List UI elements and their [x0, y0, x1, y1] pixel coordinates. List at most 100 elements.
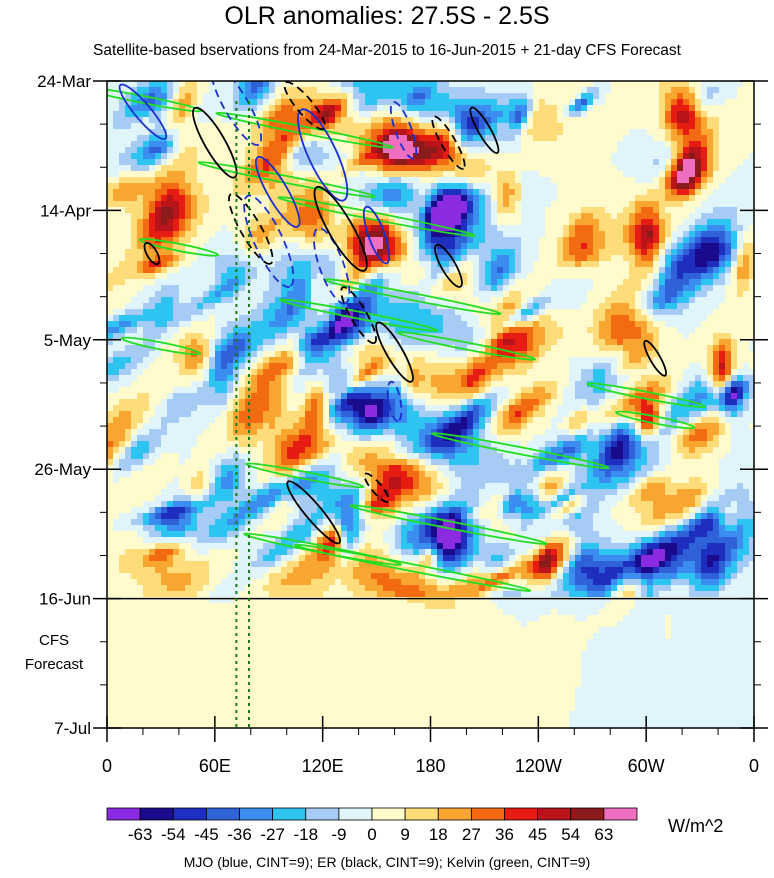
- field-cell: [413, 249, 420, 256]
- field-cell: [143, 129, 150, 136]
- field-cell: [293, 249, 300, 256]
- field-cell: [461, 135, 468, 142]
- field-cell: [509, 105, 516, 112]
- field-cell: [707, 171, 714, 178]
- field-cell: [551, 183, 558, 190]
- field-cell: [185, 189, 192, 196]
- field-cell: [581, 261, 588, 268]
- field-cell: [359, 285, 366, 292]
- field-cell: [347, 117, 354, 124]
- field-cell: [521, 135, 528, 142]
- field-cell: [473, 339, 480, 346]
- field-cell: [665, 129, 672, 136]
- field-cell: [179, 345, 186, 352]
- field-cell: [623, 117, 630, 124]
- field-cell: [377, 207, 384, 214]
- field-cell: [203, 189, 210, 196]
- field-cell: [545, 159, 552, 166]
- field-cell: [563, 261, 570, 268]
- field-cell: [653, 93, 660, 100]
- field-cell: [515, 117, 522, 124]
- field-cell: [599, 171, 606, 178]
- field-cell: [665, 291, 672, 298]
- field-cell: [599, 279, 606, 286]
- field-cell: [551, 105, 558, 112]
- field-cell: [233, 291, 240, 298]
- field-cell: [275, 309, 282, 316]
- field-cell: [473, 183, 480, 190]
- field-cell: [215, 291, 222, 298]
- field-cell: [125, 255, 132, 262]
- field-cell: [743, 177, 750, 184]
- field-cell: [467, 249, 474, 256]
- field-cell: [527, 291, 534, 298]
- field-cell: [455, 111, 462, 118]
- field-cell: [629, 195, 636, 202]
- field-cell: [305, 213, 312, 220]
- field-cell: [539, 261, 546, 268]
- field-cell: [269, 309, 276, 316]
- field-cell: [311, 171, 318, 178]
- field-cell: [617, 147, 624, 154]
- field-cell: [695, 351, 702, 358]
- field-cell: [287, 351, 294, 358]
- field-cell: [437, 345, 444, 352]
- field-cell: [281, 255, 288, 262]
- field-cell: [293, 345, 300, 352]
- field-cell: [719, 111, 726, 118]
- field-cell: [635, 321, 642, 328]
- field-cell: [683, 183, 690, 190]
- field-cell: [737, 105, 744, 112]
- field-cell: [149, 327, 156, 334]
- field-cell: [653, 309, 660, 316]
- field-cell: [449, 291, 456, 298]
- field-cell: [749, 87, 754, 94]
- field-cell: [569, 297, 576, 304]
- field-cell: [533, 297, 540, 304]
- field-cell: [347, 123, 354, 130]
- field-cell: [401, 177, 408, 184]
- field-cell: [371, 249, 378, 256]
- field-cell: [227, 303, 234, 310]
- field-cell: [497, 345, 504, 352]
- field-cell: [533, 159, 540, 166]
- field-cell: [311, 201, 318, 208]
- field-cell: [647, 153, 654, 160]
- field-cell: [161, 201, 168, 208]
- field-cell: [509, 327, 516, 334]
- field-cell: [437, 279, 444, 286]
- field-cell: [281, 111, 288, 118]
- field-cell: [365, 105, 372, 112]
- field-cell: [431, 105, 438, 112]
- field-cell: [437, 189, 444, 196]
- field-cell: [113, 333, 120, 340]
- field-cell: [389, 243, 396, 250]
- field-cell: [677, 87, 684, 94]
- field-cell: [185, 141, 192, 148]
- field-cell: [173, 297, 180, 304]
- field-cell: [557, 327, 564, 334]
- field-cell: [299, 333, 306, 340]
- field-cell: [479, 297, 486, 304]
- field-cell: [449, 339, 456, 346]
- field-cell: [239, 147, 246, 154]
- field-cell: [719, 291, 726, 298]
- field-cell: [173, 261, 180, 268]
- field-cell: [713, 285, 720, 292]
- field-cell: [233, 279, 240, 286]
- field-cell: [347, 153, 354, 160]
- field-cell: [515, 87, 522, 94]
- field-cell: [641, 237, 648, 244]
- field-cell: [119, 147, 126, 154]
- field-cell: [491, 147, 498, 154]
- field-cell: [623, 297, 630, 304]
- field-cell: [503, 135, 510, 142]
- field-cell: [209, 321, 216, 328]
- field-cell: [653, 261, 660, 268]
- field-cell: [215, 171, 222, 178]
- field-cell: [527, 339, 534, 346]
- field-cell: [431, 87, 438, 94]
- field-cell: [305, 267, 312, 274]
- field-cell: [479, 171, 486, 178]
- field-cell: [173, 243, 180, 250]
